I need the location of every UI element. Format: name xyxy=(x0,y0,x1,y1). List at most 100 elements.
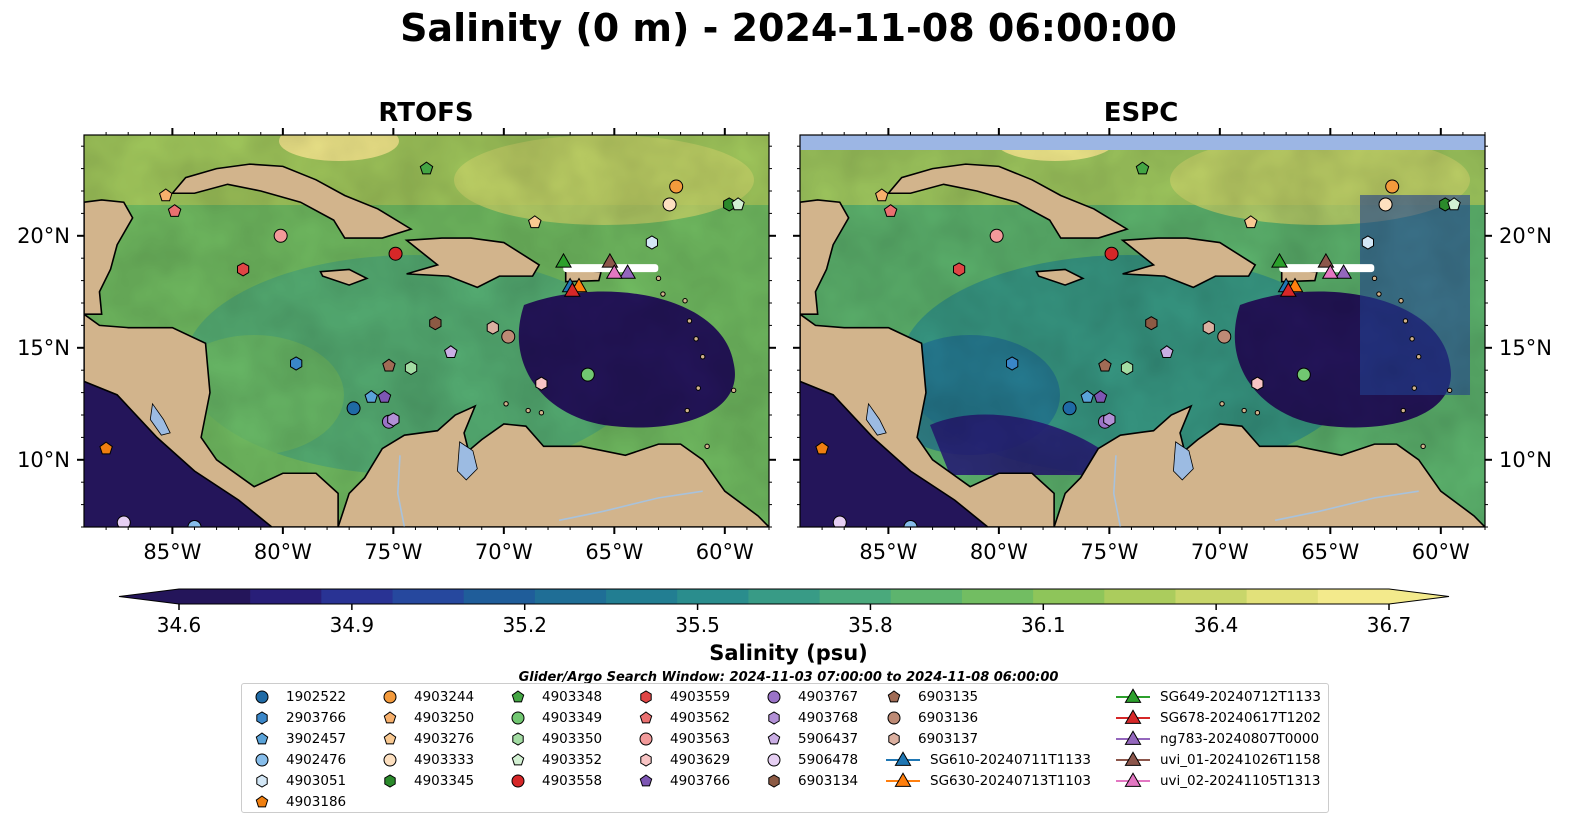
platform-marker xyxy=(563,281,581,297)
platform-marker xyxy=(1104,246,1119,261)
platform-marker xyxy=(1447,197,1461,211)
legend-label: 4903333 xyxy=(414,752,475,768)
platform-marker xyxy=(1062,401,1077,416)
legend-label: 4903349 xyxy=(542,710,603,726)
legend-marker xyxy=(768,774,780,788)
pacific-ocean xyxy=(84,381,272,527)
island xyxy=(1416,354,1422,360)
lat-label: 15°N xyxy=(1499,336,1552,360)
pacific-ocean xyxy=(800,381,988,527)
platform-marker xyxy=(903,520,918,527)
legend-symbol xyxy=(255,690,269,704)
river xyxy=(1274,490,1419,522)
legend-marker xyxy=(383,732,397,745)
salinity-colorbar: 34.6 34.9 35.2 35.5 35.8 36.1 36.4 36.7 xyxy=(118,588,1450,637)
legend-label: SG678-20240617T1202 xyxy=(1160,710,1321,726)
colorbar-segment xyxy=(1175,589,1248,604)
legend-marker xyxy=(511,690,525,703)
island xyxy=(655,275,662,282)
island xyxy=(1398,298,1404,304)
colorbar-segment xyxy=(321,589,394,604)
platform-marker xyxy=(1145,316,1158,331)
legend-symbol xyxy=(1124,751,1142,766)
platform-marker xyxy=(1103,412,1116,427)
legend-label: 6903137 xyxy=(918,731,979,747)
lake xyxy=(149,402,171,436)
legend-symbol xyxy=(894,772,912,787)
river xyxy=(1112,455,1122,527)
legend-symbol xyxy=(1124,772,1142,787)
lake xyxy=(457,441,478,481)
legend-marker xyxy=(255,732,269,745)
colorbar-segment xyxy=(1317,589,1390,604)
legend-label: 4903563 xyxy=(670,731,731,747)
land-yucatan xyxy=(84,199,134,316)
legend-marker xyxy=(255,753,269,767)
panel-title-rtofs: RTOFS xyxy=(378,98,474,128)
legend-label: ng783-20240807T0000 xyxy=(1160,731,1320,747)
land-hispaniola xyxy=(1120,237,1257,289)
platform-marker xyxy=(645,235,658,250)
lon-label: 75°W xyxy=(1080,540,1138,564)
platform-marker xyxy=(1244,215,1258,229)
land-jamaica xyxy=(319,268,369,286)
platform-marker xyxy=(1160,345,1174,358)
legend-label: SG649-20240712T1133 xyxy=(1160,689,1321,705)
land-centralamerica xyxy=(800,313,1055,527)
legend-label: SG610-20240711T1133 xyxy=(930,752,1091,768)
lat-label: 15°N xyxy=(17,336,70,360)
platform-marker xyxy=(535,376,548,391)
island xyxy=(1371,275,1378,282)
lat-label: 20°N xyxy=(17,224,70,248)
legend-symbol xyxy=(511,774,525,788)
land-hispaniola xyxy=(404,237,541,289)
island xyxy=(1241,407,1247,414)
colorbar-segment xyxy=(463,589,536,604)
colorbar-segment xyxy=(606,589,678,604)
legend-symbol xyxy=(894,751,912,766)
legend-label: 6903134 xyxy=(798,773,859,789)
island xyxy=(1254,410,1261,416)
island xyxy=(1409,336,1415,342)
legend-symbol xyxy=(640,690,652,704)
platform-marker xyxy=(159,188,173,202)
platform-marker xyxy=(832,515,847,527)
colorbar-segment xyxy=(961,589,1034,604)
platform-marker xyxy=(1098,358,1112,372)
legend-label: uvi_02-20241105T1313 xyxy=(1160,773,1321,789)
island xyxy=(1402,318,1409,324)
platform-marker xyxy=(419,161,434,175)
platform-marker xyxy=(1217,329,1232,344)
island xyxy=(538,410,545,416)
platform-marker xyxy=(346,401,361,416)
platform-marker xyxy=(875,188,889,202)
legend-symbol xyxy=(768,774,780,788)
platform-marker xyxy=(290,356,303,371)
colorbar-tick-label: 36.7 xyxy=(1367,613,1412,637)
platform-marker xyxy=(662,197,677,212)
legend-marker xyxy=(886,772,920,787)
platform-marker xyxy=(1271,252,1288,268)
legend-symbol xyxy=(1124,730,1142,745)
legend-symbol xyxy=(767,753,781,767)
legend-label: uvi_01-20241026T1158 xyxy=(1160,752,1321,768)
lat-label: 20°N xyxy=(1499,224,1552,248)
island xyxy=(730,387,737,394)
legend-label: SG630-20240713T1103 xyxy=(930,773,1091,789)
legend-label: 2903766 xyxy=(286,710,347,726)
platform-marker xyxy=(429,316,442,331)
legend-symbol xyxy=(639,711,653,724)
platform-marker xyxy=(528,215,542,229)
island xyxy=(1400,407,1406,414)
legend-symbol xyxy=(1124,688,1142,703)
legend-marker xyxy=(639,711,653,724)
platform-marker xyxy=(619,264,637,279)
land-yucatan xyxy=(800,199,850,316)
legend-marker xyxy=(1116,772,1150,787)
legend-label: 4903350 xyxy=(542,731,603,747)
island xyxy=(693,336,699,342)
platform-marker xyxy=(1335,264,1353,279)
platform-marker xyxy=(1120,360,1134,376)
legend-symbol xyxy=(383,711,397,724)
legend-marker xyxy=(886,751,920,766)
